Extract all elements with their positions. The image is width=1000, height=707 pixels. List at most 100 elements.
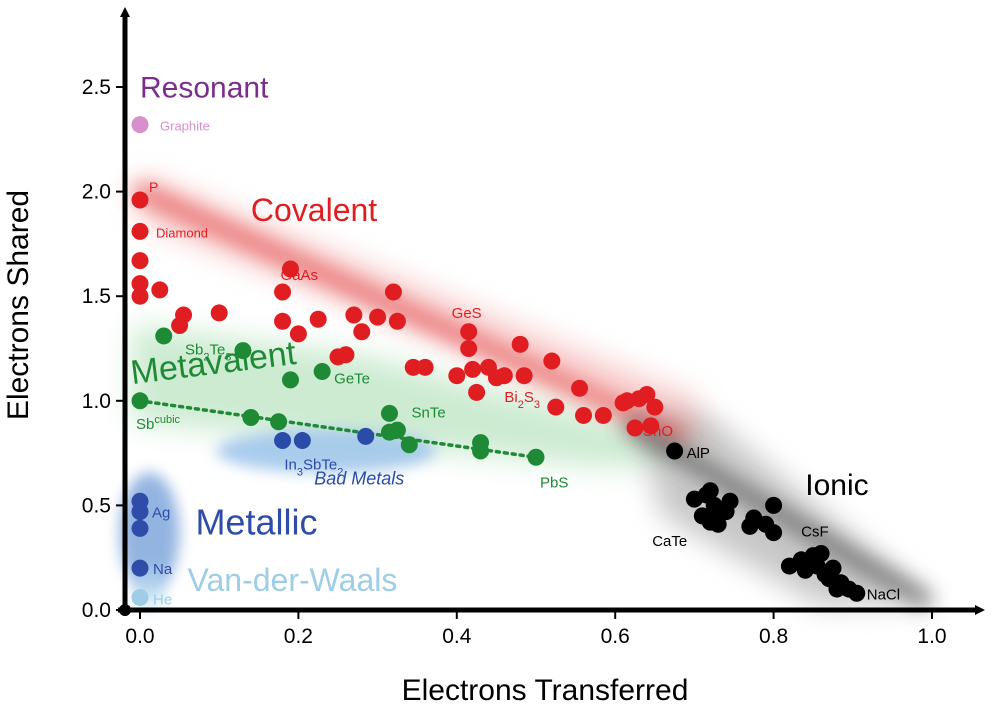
metavalent-point: [400, 436, 418, 454]
point-label: AlP: [687, 445, 710, 462]
metavalent-point: [313, 363, 331, 381]
point-label: Diamond: [156, 225, 208, 240]
x-tick-label: 0.0: [125, 625, 154, 648]
covalent-point: [511, 335, 529, 353]
covalent-point: [448, 367, 466, 385]
region-label: Van-der-Waals: [188, 562, 398, 598]
point-label: CaTe: [652, 533, 687, 550]
covalent-point: [329, 348, 347, 366]
covalent-point: [131, 222, 149, 240]
ionic-point: [721, 492, 739, 510]
metavalent-point: [388, 421, 406, 439]
covalent-point: [543, 352, 561, 370]
covalent-point: [626, 419, 644, 437]
y-tick-label: 2.0: [82, 181, 111, 204]
covalent-point: [571, 379, 589, 397]
covalent-point: [575, 406, 593, 424]
covalent-point: [131, 275, 149, 293]
metavalent-point: [527, 448, 545, 466]
covalent-point: [642, 417, 660, 435]
covalent-point: [210, 304, 228, 322]
metavalent-point: [155, 327, 173, 345]
covalent-point: [171, 316, 189, 334]
covalent-point: [388, 312, 406, 330]
point-label: NaCl: [867, 586, 900, 603]
region-label: Resonant: [140, 71, 269, 104]
covalent-point: [131, 191, 149, 209]
y-axis-title: Electrons Shared: [2, 190, 35, 420]
point-label: GeTe: [334, 371, 370, 388]
covalent-point: [384, 283, 402, 301]
point-label: SnTe: [411, 404, 445, 421]
point-label: Sb2Te3: [185, 342, 231, 364]
metavalent-point: [242, 409, 260, 427]
region-label: Bad Metals: [314, 468, 404, 488]
y-tick-label: 2.5: [82, 76, 111, 99]
vdw-point: [131, 588, 149, 606]
ionic-point: [765, 524, 783, 542]
covalent-point: [416, 358, 434, 376]
x-tick-label: 1.0: [917, 625, 946, 648]
metavalent-point: [281, 371, 299, 389]
ionic-point: [701, 513, 719, 531]
y-tick-label: 0.0: [82, 599, 111, 622]
covalent-point: [460, 340, 478, 357]
point-label: In3SbTe2: [284, 457, 343, 479]
point-labels: Graphite P Diamond GaAs GeS Bi2S3 SnO Sbcubic Sb…: [136, 119, 900, 609]
y-tick-label: 0.5: [82, 494, 111, 517]
point-label: P: [149, 179, 158, 195]
axes: 0.0 0.2 0.4 0.6 0.8 1.0 0.0 0.5 1.0 1.5 2.0 2.5: [82, 7, 985, 648]
covalent-point: [345, 306, 363, 324]
covalent-point: [638, 386, 656, 404]
bad_metals-point: [357, 427, 375, 445]
covalent-point: [404, 358, 422, 376]
x-tick-label: 0.4: [442, 625, 472, 648]
metallic-point: [131, 503, 149, 521]
point-label: He: [153, 591, 172, 608]
metavalent-trend-line: [138, 399, 538, 460]
metavalent-point: [472, 442, 490, 460]
ionic-point: [824, 559, 842, 577]
covalent-point: [274, 312, 292, 330]
ionic-point: [666, 442, 684, 460]
region-label: Ionic: [805, 469, 868, 502]
point-label: SnO: [643, 423, 673, 440]
metavalent-point: [380, 404, 398, 422]
point-label: Ag: [152, 505, 170, 522]
x-axis-title: Electrons Transferred: [402, 674, 689, 707]
covalent-point: [353, 323, 371, 341]
point-label: Graphite: [160, 119, 210, 134]
covalent-point: [131, 252, 149, 270]
metavalent-point: [234, 342, 252, 360]
x-tick-label: 0.2: [284, 625, 313, 648]
covalent-point: [281, 260, 299, 278]
bad_metals-point: [293, 432, 311, 450]
covalent-point: [594, 406, 612, 424]
covalent-point: [464, 360, 482, 378]
metavalent-point: [270, 413, 288, 431]
x-tick-label: 0.6: [601, 625, 630, 648]
resonant-point: [131, 116, 149, 134]
point-label: Na: [153, 561, 173, 578]
point-label: GaAs: [281, 267, 319, 284]
x-tick-label: 0.8: [759, 625, 788, 648]
y-tick-label: 1.0: [82, 390, 111, 413]
region-label: Metallic: [195, 502, 317, 543]
bad-metals-region: [216, 429, 437, 474]
point-label: Bi2S3: [504, 389, 540, 411]
y-tick-label: 1.5: [82, 285, 111, 308]
ionic-point: [701, 482, 719, 500]
point-label: GeS: [452, 305, 482, 322]
point-label: PbS: [540, 474, 568, 491]
covalent-point: [547, 398, 565, 416]
metallic-point: [131, 559, 149, 577]
covalent-point: [495, 367, 513, 385]
covalent-point: [515, 367, 533, 385]
trend-lines: [138, 399, 538, 460]
covalent-point: [289, 325, 307, 343]
ionic-point: [848, 584, 866, 602]
data-points: [131, 116, 866, 606]
covalent-point: [468, 383, 486, 401]
metallic-point: [131, 519, 149, 537]
